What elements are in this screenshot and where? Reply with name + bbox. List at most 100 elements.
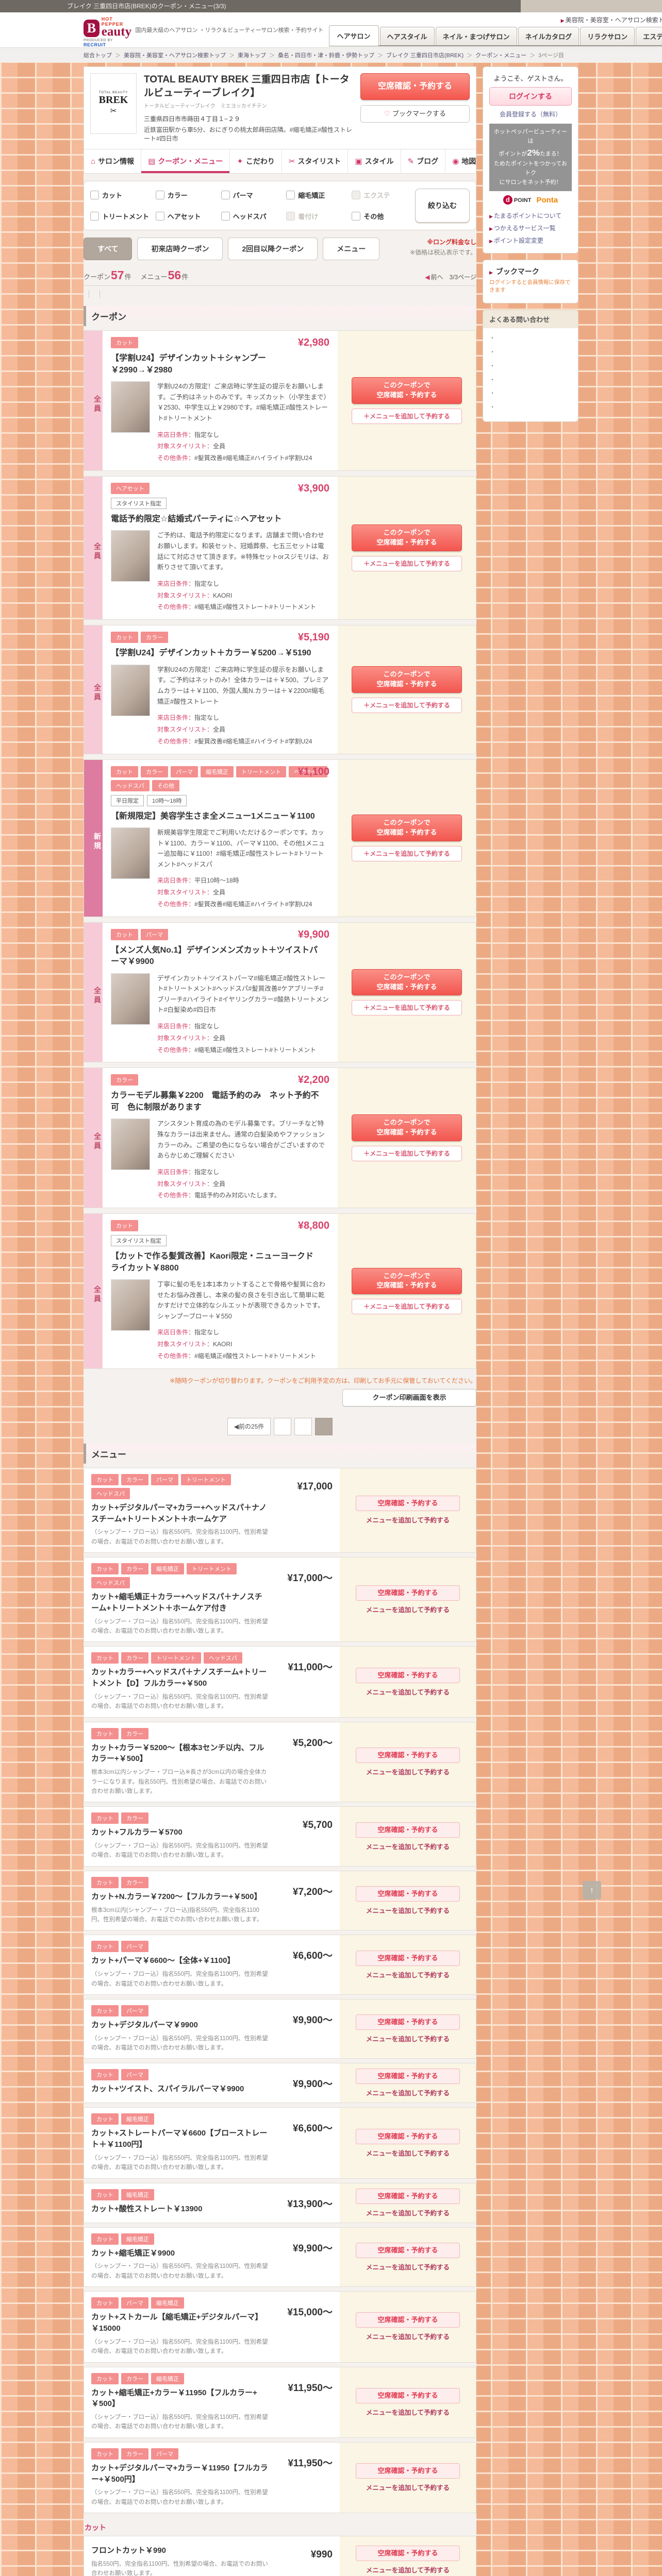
checkbox-box[interactable] bbox=[221, 191, 230, 200]
menu-reserve-button[interactable]: 空席確認・予約する bbox=[356, 2128, 460, 2144]
menu-add-button[interactable]: メニューを追加して予約する bbox=[366, 2333, 450, 2341]
menu-add-button[interactable]: メニューを追加して予約する bbox=[366, 1971, 450, 1979]
menu-title[interactable]: カット+デジタルパーマ+カラー￥11950【フルカラー+￥500円】 bbox=[91, 2463, 268, 2484]
menu-title[interactable]: カット+デジタルパーマ￥9900 bbox=[91, 2020, 198, 2029]
coupon-add-menu-button[interactable]: ＋メニューを追加して予約する bbox=[352, 1299, 462, 1315]
menu-title[interactable]: カット+カラー￥5200～【根本3センチ以内、フルカラー+￥500】 bbox=[91, 1743, 264, 1764]
menu-add-button[interactable]: メニューを追加して予約する bbox=[366, 2090, 450, 2097]
faq-link[interactable] bbox=[489, 402, 572, 413]
checkbox-box[interactable] bbox=[352, 191, 361, 200]
menu-add-button[interactable]: メニューを追加して予約する bbox=[366, 1843, 450, 1851]
coupon-title[interactable]: 【カットで作る髪質改善】Kaori限定・ニューヨークドライカット￥8800 bbox=[111, 1252, 313, 1273]
breadcrumb-link[interactable]: ブレイク 三重四日市店(BREK) bbox=[386, 53, 464, 59]
filter-checkbox[interactable]: ヘッドスパ bbox=[221, 210, 285, 223]
menu-title[interactable]: カット+N.カラー￥7200～【フルカラー+￥500】 bbox=[91, 1892, 262, 1901]
menu-add-button[interactable]: メニューを追加して予約する bbox=[366, 2409, 450, 2416]
filter-checkbox[interactable]: ヘアセット bbox=[155, 210, 219, 223]
menu-reserve-button[interactable]: 空席確認・予約する bbox=[356, 2546, 460, 2562]
coupon-title[interactable]: 【学割U24】デザインカット＋カラー￥5200→￥5190 bbox=[111, 649, 311, 658]
site-tab[interactable]: ヘアサロン bbox=[328, 25, 379, 46]
filter-checkbox[interactable]: 着付け bbox=[286, 210, 350, 223]
back-to-top-button[interactable]: ↑ bbox=[583, 1881, 601, 1900]
salon-nav-tab[interactable]: ✦ こだわり bbox=[230, 149, 282, 174]
menu-title[interactable]: カット+縮毛矯正＋カラー+ヘッドスパ＋ナノスチーム+トリートメント＋ホームケア付… bbox=[91, 1592, 262, 1613]
coupon-reserve-button[interactable]: このクーポンで 空席確認・予約する bbox=[352, 1267, 462, 1295]
site-tab[interactable]: ヘアスタイル bbox=[379, 27, 435, 45]
checkbox-box[interactable] bbox=[352, 212, 361, 221]
checkbox-box[interactable] bbox=[90, 212, 99, 221]
checkbox-box[interactable] bbox=[221, 212, 230, 221]
page-number[interactable] bbox=[294, 1417, 312, 1435]
breadcrumb-link[interactable]: クーポン・メニュー bbox=[475, 53, 527, 59]
menu-title[interactable]: カット+デジタルパーマ+カラー+ヘッドスパ＋ナノスチーム+トリートメント＋ホーム… bbox=[91, 1503, 267, 1523]
sidebar-link[interactable]: ▶ たまるポイントについて bbox=[489, 212, 562, 220]
menu-title[interactable]: カット+ツイスト、スパイラルパーマ￥9900 bbox=[91, 2084, 244, 2094]
checkbox-box[interactable] bbox=[155, 212, 164, 221]
filter-checkbox[interactable]: 縮毛矯正 bbox=[286, 189, 350, 201]
sidebar-link[interactable]: ▶ つかえるサービス一覧 bbox=[489, 225, 556, 232]
coupon-add-menu-button[interactable]: ＋メニューを追加して予約する bbox=[352, 697, 462, 713]
sort-option[interactable] bbox=[84, 290, 89, 298]
salon-reserve-button[interactable]: 空席確認・予約する bbox=[360, 73, 470, 100]
page-indicator[interactable]: ◀ 前へ 3/3ページ bbox=[425, 274, 476, 281]
prev-page-button[interactable]: ◀前の25件 bbox=[227, 1417, 271, 1435]
coupon-filter-tab[interactable]: 2回目以降クーポン bbox=[228, 238, 318, 261]
filter-checkbox[interactable]: エクステ bbox=[352, 189, 415, 201]
menu-reserve-button[interactable]: 空席確認・予約する bbox=[356, 1496, 460, 1512]
menu-add-button[interactable]: メニューを追加して予約する bbox=[366, 1688, 450, 1696]
salon-nav-tab[interactable]: ✂ スタイリスト bbox=[282, 149, 349, 174]
coupon-filter-tab[interactable]: すべて bbox=[84, 238, 133, 261]
breadcrumb-link[interactable]: 美容院・美容室・ヘアサロン検索トップ bbox=[124, 53, 226, 59]
coupon-add-menu-button[interactable]: ＋メニューを追加して予約する bbox=[352, 408, 462, 424]
menu-add-button[interactable]: メニューを追加して予約する bbox=[366, 2036, 450, 2043]
faq-link[interactable] bbox=[489, 333, 572, 344]
sort-option[interactable] bbox=[100, 290, 110, 298]
menu-reserve-button[interactable]: 空席確認・予約する bbox=[356, 2387, 460, 2403]
site-tab[interactable]: リラクサロン bbox=[580, 27, 635, 45]
menu-reserve-button[interactable]: 空席確認・予約する bbox=[356, 2312, 460, 2328]
salon-bookmark-button[interactable]: ♡ ブックマークする bbox=[360, 105, 470, 123]
menu-title[interactable]: カット+ストカール【縮毛矯正+デジタルパーマ】￥15000 bbox=[91, 2313, 263, 2333]
filter-checkbox[interactable]: その他 bbox=[352, 210, 415, 223]
coupon-add-menu-button[interactable]: ＋メニューを追加して予約する bbox=[352, 1146, 462, 1162]
salon-nav-tab[interactable]: ⌂ サロン情報 bbox=[84, 149, 142, 174]
salon-nav-tab[interactable]: ✎ ブログ bbox=[401, 149, 446, 174]
coupon-add-menu-button[interactable]: ＋メニューを追加して予約する bbox=[352, 1000, 462, 1016]
menu-add-button[interactable]: メニューを追加して予約する bbox=[366, 1907, 450, 1915]
menu-reserve-button[interactable]: 空席確認・予約する bbox=[356, 2069, 460, 2084]
coupon-title[interactable]: 【学割U24】デザインカット＋シャンプー￥2990→￥2980 bbox=[111, 354, 266, 375]
menu-title[interactable]: カット+酸性ストレート￥13900 bbox=[91, 2204, 203, 2213]
page-number[interactable] bbox=[274, 1417, 292, 1435]
menu-add-button[interactable]: メニューを追加して予約する bbox=[366, 2149, 450, 2157]
menu-title[interactable]: カット+縮毛矯正+カラー￥11950【フルカラー+￥500】 bbox=[91, 2388, 257, 2409]
checkbox-box[interactable] bbox=[90, 191, 99, 200]
salon-nav-tab[interactable]: ◉ 地図 bbox=[445, 149, 484, 174]
bookmark-title[interactable]: ▶ ブックマーク bbox=[489, 267, 539, 276]
menu-reserve-button[interactable]: 空席確認・予約する bbox=[356, 1585, 460, 1601]
menu-reserve-button[interactable]: 空席確認・予約する bbox=[356, 1667, 460, 1683]
filter-checkbox[interactable]: カット bbox=[90, 189, 154, 201]
faq-link[interactable] bbox=[489, 375, 572, 385]
breadcrumb-link[interactable]: 3ページ目 bbox=[538, 53, 565, 59]
menu-add-button[interactable]: メニューを追加して予約する bbox=[366, 2484, 450, 2492]
menu-reserve-button[interactable]: 空席確認・予約する bbox=[356, 2014, 460, 2030]
coupon-title[interactable]: 【メンズ人気No.1】デザインメンズカット＋ツイストパーマ￥9900 bbox=[111, 945, 318, 967]
coupon-title[interactable]: 電話予約限定☆結婚式パーティに☆ヘアセット bbox=[111, 514, 282, 523]
coupon-print-button[interactable]: クーポン印刷画面を表示 bbox=[342, 1388, 476, 1406]
menu-add-button[interactable]: メニューを追加して予約する bbox=[366, 2209, 450, 2217]
menu-reserve-button[interactable]: 空席確認・予約する bbox=[356, 1822, 460, 1838]
coupon-reserve-button[interactable]: このクーポンで 空席確認・予約する bbox=[352, 815, 462, 841]
menu-add-button[interactable]: メニューを追加して予約する bbox=[366, 2264, 450, 2271]
coupon-add-menu-button[interactable]: ＋メニューを追加して予約する bbox=[352, 846, 462, 861]
coupon-filter-tab[interactable]: メニュー bbox=[323, 238, 380, 261]
hotpepper-beauty-logo[interactable]: B HOT PEPPER eauty PRODUCED BY RECRUIT bbox=[84, 16, 132, 47]
salon-nav-tab[interactable]: ▤ クーポン・メニュー bbox=[141, 149, 230, 174]
site-tab[interactable]: エステサロン bbox=[636, 27, 662, 45]
menu-reserve-button[interactable]: 空席確認・予約する bbox=[356, 2243, 460, 2258]
coupon-reserve-button[interactable]: このクーポンで 空席確認・予約する bbox=[352, 524, 462, 551]
filter-submit-button[interactable]: 絞り込む bbox=[415, 189, 470, 223]
checkbox-box[interactable] bbox=[286, 212, 295, 221]
filter-checkbox[interactable]: トリートメント bbox=[90, 210, 154, 223]
sidebar-link[interactable]: ▶ ポイント設定変更 bbox=[489, 237, 543, 245]
breadcrumb-link[interactable]: 東海トップ bbox=[238, 53, 266, 59]
